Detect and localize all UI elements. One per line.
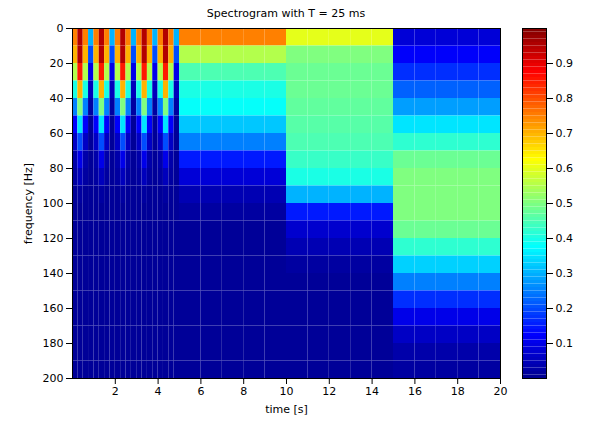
svg-text:120: 120 (43, 232, 64, 245)
svg-text:frequency [Hz]: frequency [Hz] (22, 163, 35, 244)
svg-text:0.2: 0.2 (556, 302, 574, 315)
svg-text:14: 14 (365, 385, 379, 398)
svg-text:180: 180 (43, 337, 64, 350)
svg-text:2: 2 (112, 385, 119, 398)
svg-text:0.1: 0.1 (556, 337, 574, 350)
svg-text:8: 8 (240, 385, 247, 398)
svg-text:0.3: 0.3 (556, 267, 574, 280)
html-text:Spectrogram with T = 25 ms: Spectrogram with T = 25 ms (206, 7, 366, 20)
svg-text:60: 60 (50, 127, 64, 140)
svg-text:time [s]: time [s] (265, 403, 308, 416)
svg-text:12: 12 (322, 385, 336, 398)
svg-text:40: 40 (50, 92, 64, 105)
svg-text:10: 10 (280, 385, 294, 398)
svg-text:18: 18 (451, 385, 465, 398)
svg-text:0.5: 0.5 (556, 197, 574, 210)
svg-text:16: 16 (408, 385, 422, 398)
svg-text:4: 4 (155, 385, 162, 398)
svg-text:80: 80 (50, 162, 64, 175)
svg-text:140: 140 (43, 267, 64, 280)
svg-text:0: 0 (57, 22, 64, 35)
svg-text:0.4: 0.4 (556, 232, 574, 245)
svg-text:0.6: 0.6 (556, 162, 574, 175)
svg-text:20: 20 (50, 57, 64, 70)
svg-text:0.8: 0.8 (556, 92, 574, 105)
svg-text:20: 20 (494, 385, 508, 398)
svg-text:6: 6 (197, 385, 204, 398)
svg-text:100: 100 (43, 197, 64, 210)
svg-text:0.7: 0.7 (556, 127, 574, 140)
svg-text:200: 200 (43, 372, 64, 385)
svg-text:0.9: 0.9 (556, 57, 574, 70)
svg-text:160: 160 (43, 302, 64, 315)
